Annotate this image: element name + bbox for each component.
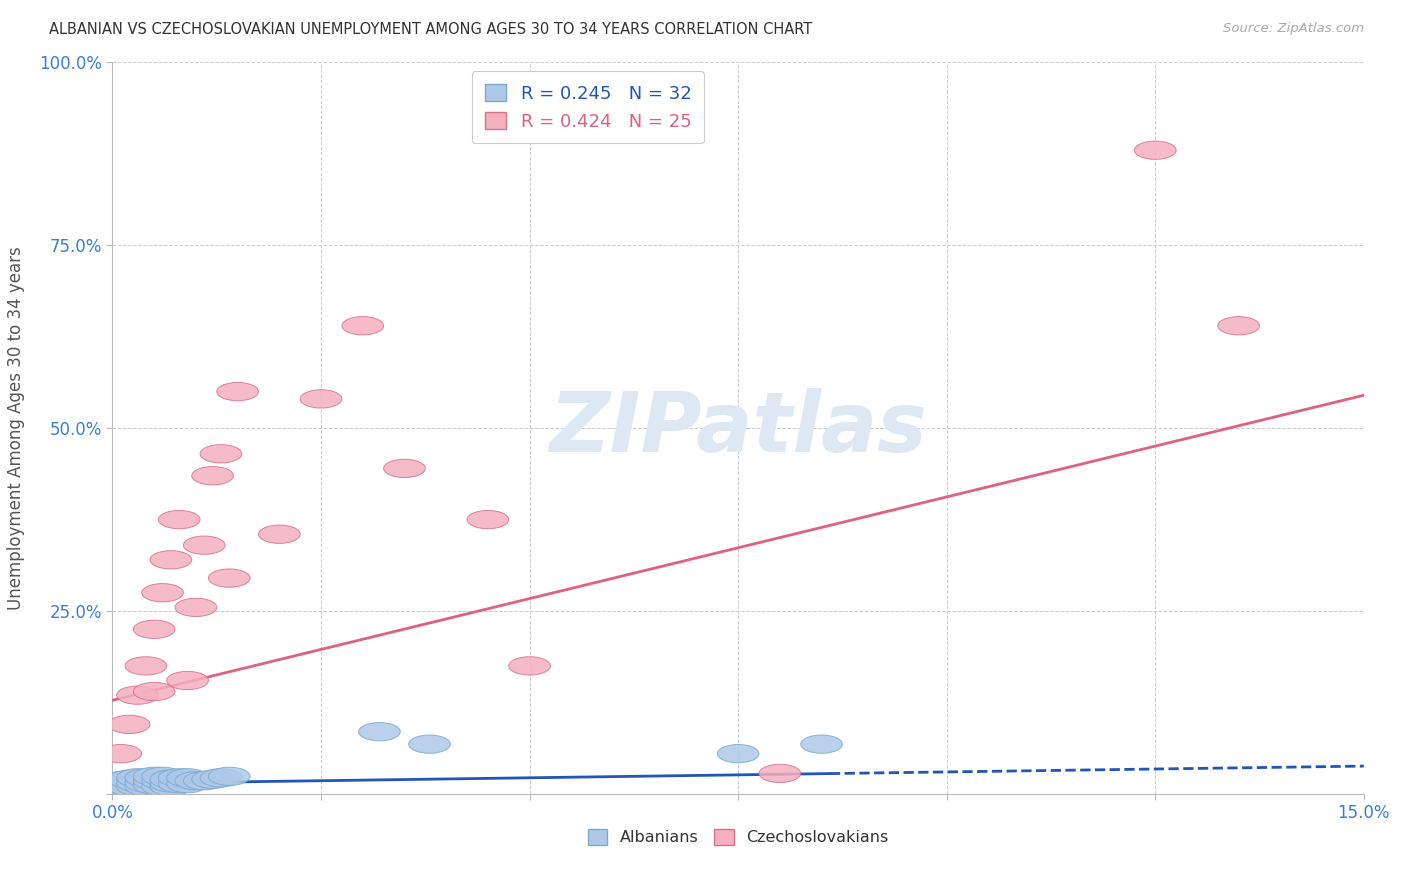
Text: ZIPatlas: ZIPatlas — [550, 388, 927, 468]
Text: ALBANIAN VS CZECHOSLOVAKIAN UNEMPLOYMENT AMONG AGES 30 TO 34 YEARS CORRELATION C: ALBANIAN VS CZECHOSLOVAKIAN UNEMPLOYMENT… — [49, 22, 813, 37]
Text: Source: ZipAtlas.com: Source: ZipAtlas.com — [1223, 22, 1364, 36]
Y-axis label: Unemployment Among Ages 30 to 34 years: Unemployment Among Ages 30 to 34 years — [7, 246, 25, 610]
Legend: Albanians, Czechoslovakians: Albanians, Czechoslovakians — [581, 822, 896, 852]
